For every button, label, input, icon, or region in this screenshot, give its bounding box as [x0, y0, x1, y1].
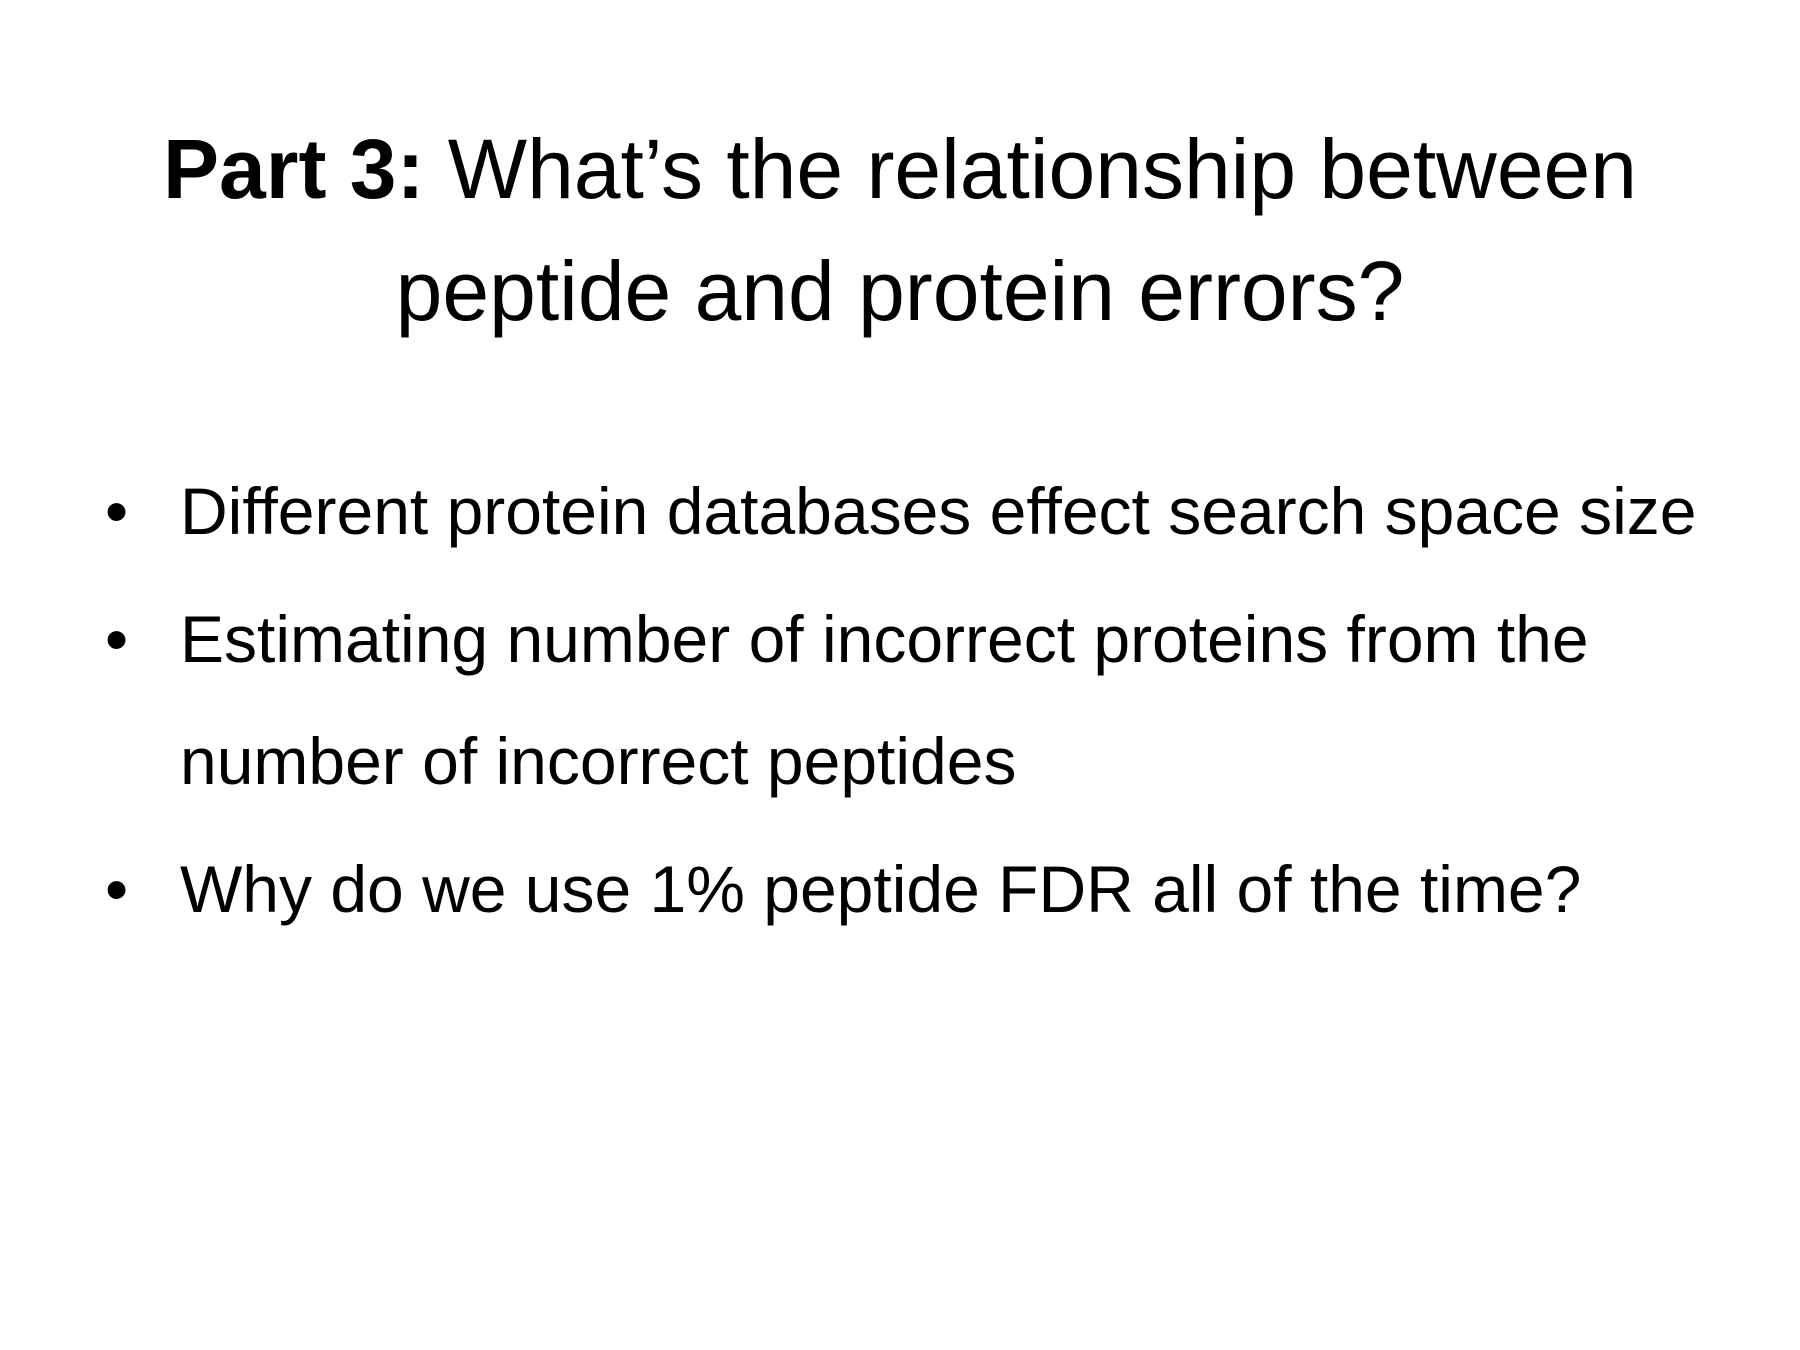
slide-title-bold: Part 3: [163, 122, 425, 216]
slide-title-text: What’s the relationship between peptide … [395, 122, 1637, 338]
bullet-item: • Estimating number of incorrect protein… [105, 578, 1725, 822]
slide-title: Part 3: What’s the relationship between … [100, 108, 1700, 352]
bullet-text: Why do we use 1% peptide FDR all of the … [180, 852, 1582, 926]
bullet-item: • Why do we use 1% peptide FDR all of th… [105, 828, 1725, 950]
bullet-item: • Different protein databases effect sea… [105, 450, 1725, 572]
bullet-list: • Different protein databases effect sea… [105, 450, 1725, 956]
bullet-icon: • [105, 852, 129, 926]
bullet-text: Estimating number of incorrect proteins … [180, 602, 1589, 798]
bullet-text: Different protein databases effect searc… [180, 474, 1697, 548]
bullet-icon: • [105, 474, 129, 548]
bullet-icon: • [105, 602, 129, 676]
